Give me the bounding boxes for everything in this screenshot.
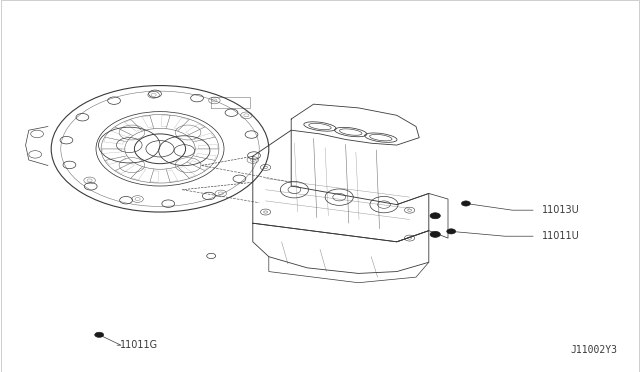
Circle shape bbox=[430, 231, 440, 237]
Text: 11011G: 11011G bbox=[120, 340, 158, 350]
Circle shape bbox=[447, 229, 456, 234]
Circle shape bbox=[461, 201, 470, 206]
Circle shape bbox=[95, 332, 104, 337]
Text: 11013U: 11013U bbox=[542, 205, 580, 215]
Text: 11011U: 11011U bbox=[542, 231, 580, 241]
Circle shape bbox=[430, 213, 440, 219]
Text: J11002Y3: J11002Y3 bbox=[571, 345, 618, 355]
